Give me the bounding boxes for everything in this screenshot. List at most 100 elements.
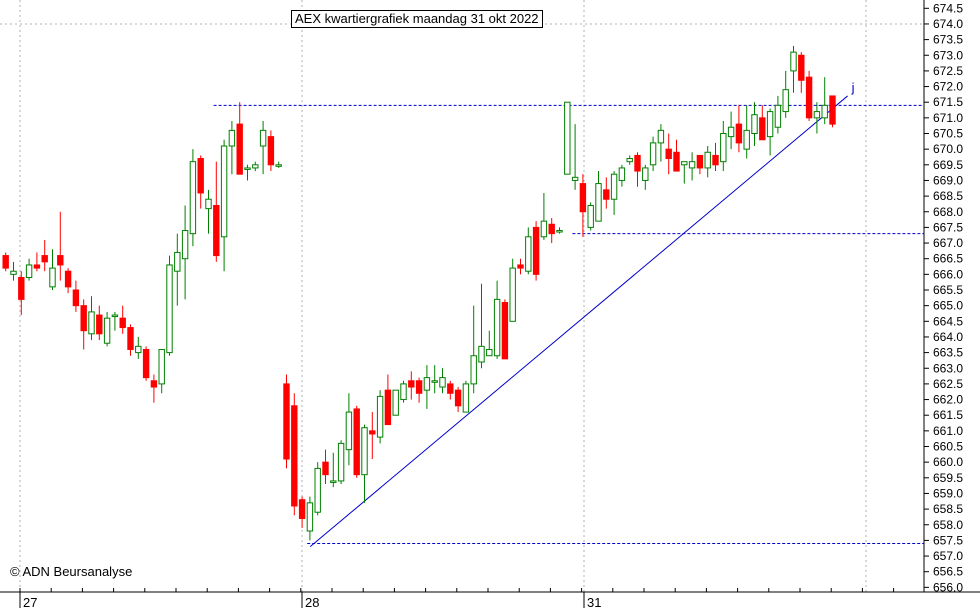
candle [696,154,704,175]
candle [478,283,485,369]
candle [220,139,228,272]
candle [252,161,259,172]
candle [743,105,750,159]
candle-body [291,405,298,507]
candle-body [688,161,696,169]
candle-body [665,148,672,160]
candle [283,374,290,469]
y-tick-label: 658.0 [933,518,963,532]
candle [634,152,641,187]
candle [579,174,587,237]
y-tick-label: 661.5 [933,408,963,422]
y-tick-label: 666.0 [933,267,963,281]
candle-body [790,51,797,72]
candle [649,136,657,172]
candle-body [361,427,368,476]
candle-body [798,54,805,81]
candle [166,255,173,356]
y-tick-label: 664.5 [933,314,963,328]
candle [213,161,220,262]
y-tick-label: 663.0 [933,361,963,375]
candle-body [556,230,563,233]
candle-body [579,183,587,213]
candle [673,139,680,172]
candle-body [88,311,95,335]
candle [119,305,126,334]
y-tick-label: 667.0 [933,236,963,250]
candle-body [244,167,251,170]
candle-body [649,142,657,166]
candle [291,393,298,516]
candle [330,452,337,488]
y-tick-label: 663.5 [933,346,963,360]
candle [727,111,735,150]
candle [423,365,431,409]
candle [174,233,181,306]
candle-body [64,270,72,288]
candle [322,449,329,485]
candle [618,164,626,187]
candle [821,77,828,125]
candle [595,171,602,222]
candle [704,146,711,178]
candle-body [720,133,727,163]
candle [150,374,158,403]
candle-body [376,395,384,438]
y-tick-label: 657.5 [933,533,963,547]
candle-body [18,276,25,300]
candle [642,164,649,190]
y-tick-label: 658.5 [933,502,963,516]
candle [532,221,540,281]
candle-body [540,220,548,238]
y-tick-label: 671.0 [933,111,963,125]
candle-body [345,411,353,451]
candle [103,311,111,347]
candle-body [813,111,821,119]
candle-body [673,151,680,172]
candle [376,390,384,444]
candle [587,202,594,231]
candle-body [610,173,618,200]
candle [10,261,17,281]
candle [306,496,314,541]
candle-body [759,117,766,141]
y-tick-label: 673.0 [933,48,963,62]
candle-body [127,327,134,350]
candle [142,346,150,381]
candle-body [454,389,462,407]
candle-body [548,223,555,235]
candle-body [96,314,103,335]
candle [96,305,103,341]
y-tick-label: 667.5 [933,220,963,234]
y-tick-label: 670.0 [933,142,963,156]
candle [470,305,477,394]
candle [790,45,797,93]
candle [626,155,633,165]
y-tick-label: 657.0 [933,549,963,563]
y-tick-label: 674.5 [933,1,963,15]
y-tick-label: 662.0 [933,393,963,407]
candle-body [330,480,337,483]
candle [181,205,189,300]
candle [41,239,48,272]
y-tick-label: 668.0 [933,205,963,219]
candle-body [205,198,212,210]
y-tick-label: 672.0 [933,80,963,94]
candle-body [821,104,828,119]
candle-body [252,164,259,169]
candle [135,336,142,359]
candle [829,95,836,128]
candle [681,161,688,184]
candle-body [322,461,329,476]
candle [751,102,758,147]
candle-body [369,430,376,435]
y-tick-label: 668.5 [933,189,963,203]
candle [774,95,782,134]
candle-body [493,298,501,357]
candle-body [766,111,774,138]
candle [33,252,41,272]
candle [564,101,571,175]
candle-body [174,251,181,272]
candle-body [439,377,446,388]
candle-body [626,158,633,163]
